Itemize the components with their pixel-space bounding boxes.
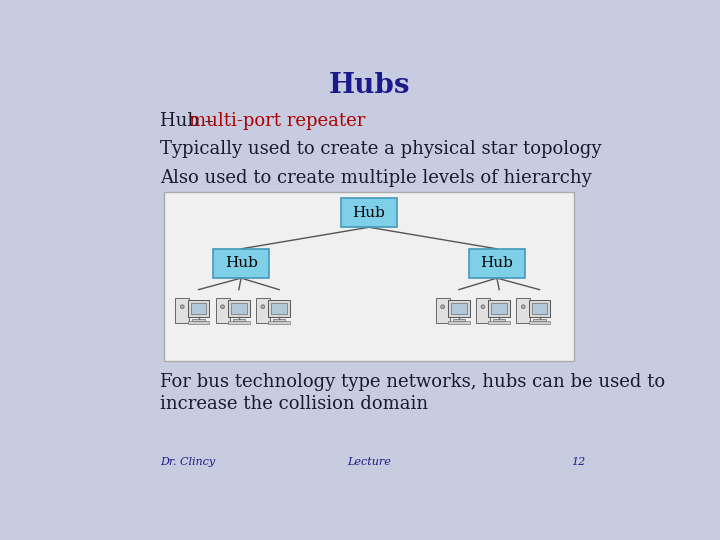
Bar: [273, 319, 285, 321]
Text: Hub: Hub: [353, 206, 385, 220]
Text: increase the collision domain: increase the collision domain: [160, 395, 428, 413]
Bar: [528, 321, 550, 325]
Text: Hub –: Hub –: [160, 112, 219, 130]
Text: Hub: Hub: [225, 256, 258, 271]
Text: Hub: Hub: [480, 256, 513, 271]
Bar: [228, 321, 250, 325]
Bar: [271, 303, 287, 314]
Bar: [213, 249, 269, 278]
Bar: [451, 303, 467, 314]
Bar: [215, 298, 230, 323]
Bar: [192, 319, 204, 321]
Text: multi-port repeater: multi-port repeater: [189, 112, 366, 130]
Circle shape: [220, 305, 225, 309]
Text: Lecture: Lecture: [347, 457, 391, 467]
Bar: [488, 321, 510, 325]
Bar: [188, 300, 210, 316]
Circle shape: [521, 305, 525, 309]
Text: For bus technology type networks, hubs can be used to: For bus technology type networks, hubs c…: [160, 373, 665, 391]
Bar: [492, 303, 507, 314]
Bar: [488, 300, 510, 316]
Text: Hubs: Hubs: [328, 72, 410, 99]
Bar: [256, 298, 270, 323]
Bar: [448, 321, 469, 325]
Text: Dr. Clincy: Dr. Clincy: [160, 457, 215, 467]
Bar: [163, 192, 575, 361]
Bar: [493, 319, 505, 321]
Bar: [233, 319, 245, 321]
Bar: [448, 300, 469, 316]
Bar: [341, 198, 397, 227]
Bar: [534, 319, 546, 321]
Bar: [532, 303, 547, 314]
Circle shape: [481, 305, 485, 309]
Bar: [269, 300, 290, 316]
Text: Also used to create multiple levels of hierarchy: Also used to create multiple levels of h…: [160, 169, 592, 187]
Bar: [453, 319, 465, 321]
Bar: [175, 298, 189, 323]
Text: 12: 12: [571, 457, 585, 467]
Bar: [191, 303, 206, 314]
Bar: [231, 303, 246, 314]
Circle shape: [261, 305, 265, 309]
Bar: [188, 321, 210, 325]
Bar: [228, 300, 250, 316]
Text: Typically used to create a physical star topology: Typically used to create a physical star…: [160, 140, 601, 159]
Circle shape: [180, 305, 184, 309]
Bar: [516, 298, 530, 323]
Bar: [469, 249, 525, 278]
Bar: [436, 298, 449, 323]
Bar: [476, 298, 490, 323]
Bar: [528, 300, 550, 316]
Bar: [269, 321, 290, 325]
Circle shape: [441, 305, 444, 309]
